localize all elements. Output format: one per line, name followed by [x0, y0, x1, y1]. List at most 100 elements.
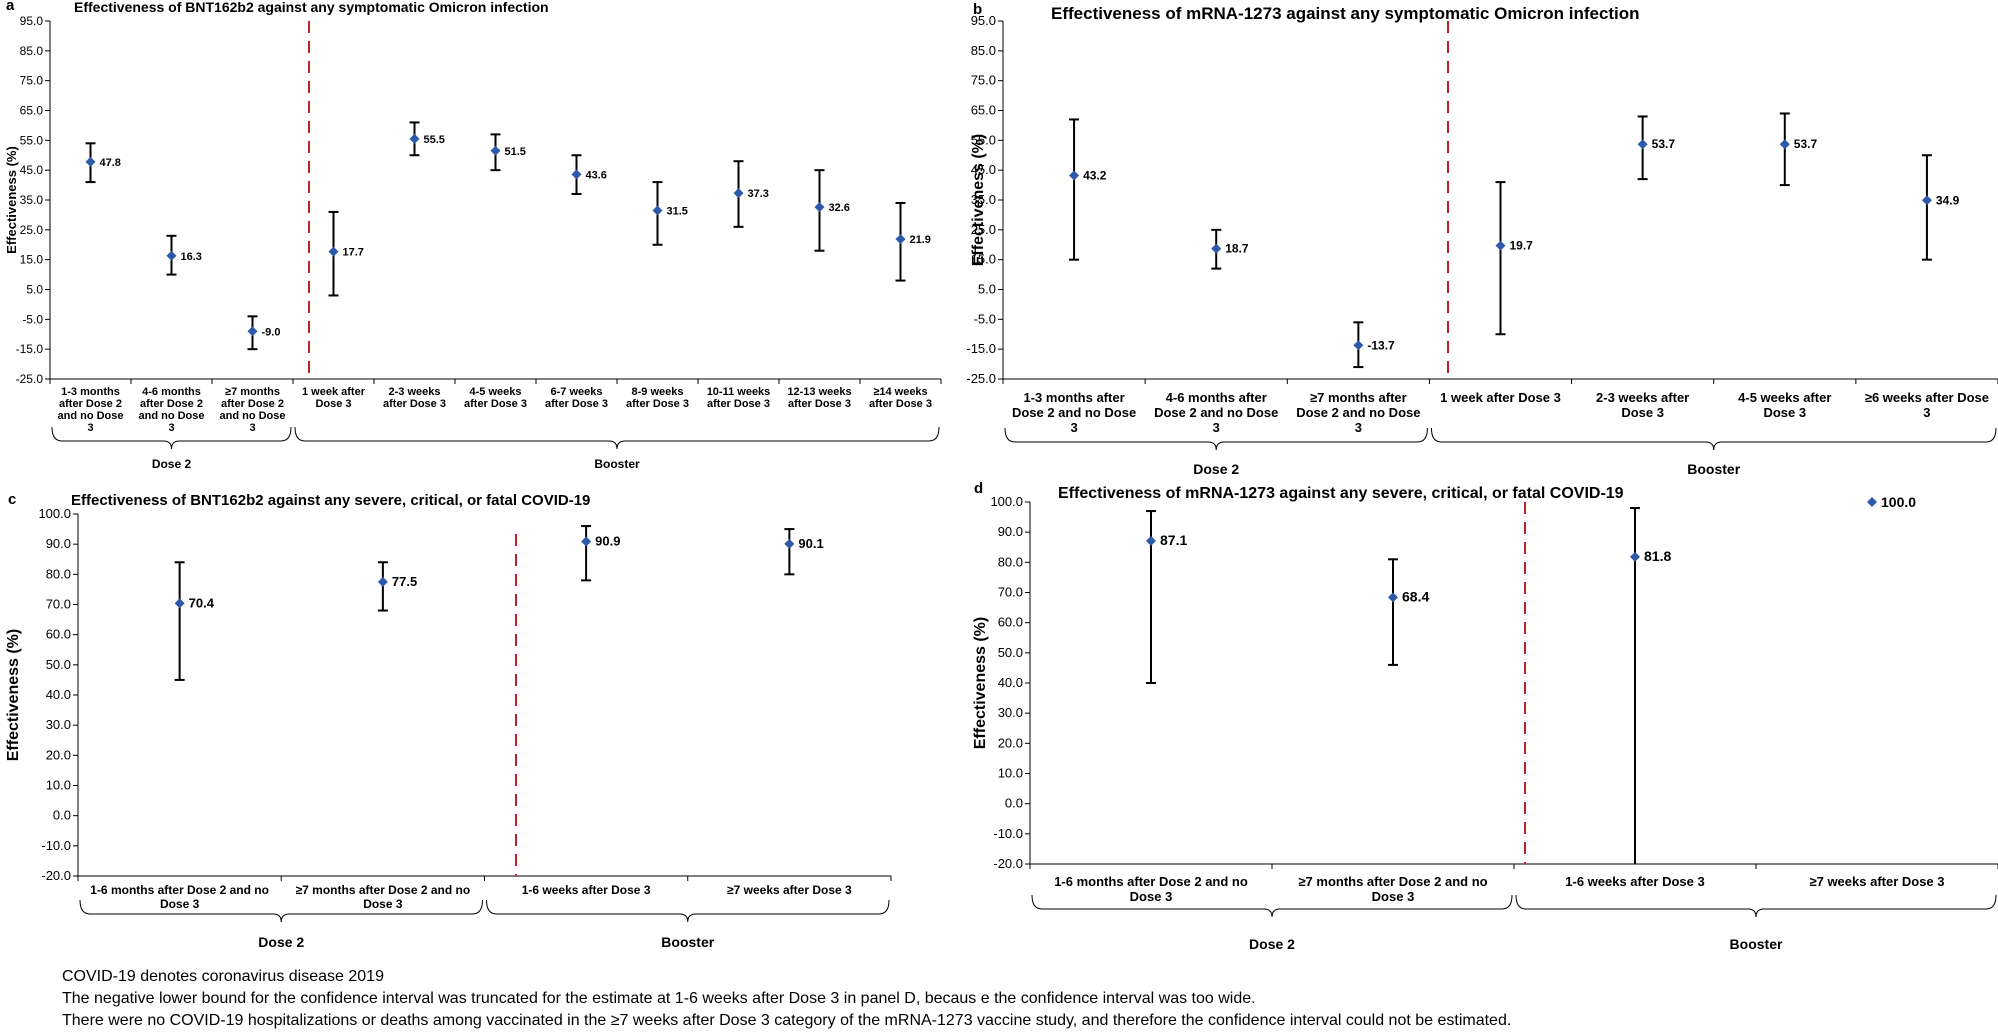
- chart-title: Effectiveness of BNT162b2 against any se…: [71, 492, 590, 509]
- x-category-label-line: 4-5 weeks: [470, 386, 522, 398]
- y-tick-label: 60.0: [46, 627, 71, 642]
- x-category-label: 1-6 weeks after Dose 3: [522, 883, 651, 897]
- x-category-label: 1-3 months after Dose 2 and no Dose 3: [1012, 390, 1136, 435]
- x-category-label-line: Dose 3: [363, 897, 403, 911]
- x-category-label: 4-6 months after Dose 2 and no Dose 3: [138, 386, 204, 434]
- x-category-label: ≥7 months after Dose 2 and no Dose 3: [1296, 390, 1420, 435]
- data-point: [581, 536, 592, 547]
- chart-title: Effectiveness of mRNA-1273 against any s…: [1058, 485, 1624, 502]
- y-tick-label: 95.0: [20, 14, 44, 28]
- x-category-label: ≥14 weeks after Dose 3: [869, 386, 932, 410]
- x-category-label: ≥7 months after Dose 2 and no Dose 3: [296, 883, 471, 911]
- group-brace: [79, 899, 483, 923]
- x-category-label: ≥7 months after Dose 2 and no Dose 3: [1298, 874, 1487, 904]
- y-tick-label: 95.0: [971, 13, 996, 28]
- x-category-label: 1-6 weeks after Dose 3: [1565, 874, 1704, 889]
- x-category-label-line: ≥7 weeks after Dose 3: [727, 883, 852, 897]
- panel-letter: b: [973, 1, 982, 18]
- data-point: [247, 326, 258, 337]
- x-category-label-line: Dose 3: [1763, 405, 1806, 420]
- x-category-label-line: Dose 2 and no Dose: [1296, 405, 1420, 420]
- y-tick-label: -25.0: [16, 372, 44, 386]
- y-tick-label: 40.0: [998, 675, 1023, 690]
- data-label: 17.7: [343, 247, 364, 259]
- x-category-label-line: 2-3 weeks: [389, 386, 441, 398]
- x-category-label-line: ≥7 months after Dose 2 and no: [1298, 874, 1487, 889]
- x-category-label-line: and no Dose: [219, 410, 285, 422]
- x-category-label-line: 3: [1213, 420, 1220, 435]
- data-label: 43.2: [1083, 169, 1107, 183]
- x-category-label-line: after Dose 3: [383, 398, 446, 410]
- data-point: [571, 169, 582, 180]
- y-tick-label: 85.0: [20, 44, 44, 58]
- x-category-label-line: 3: [1355, 420, 1362, 435]
- data-label: -13.7: [1367, 338, 1395, 352]
- group-label: Dose 2: [258, 934, 304, 950]
- chart-title: Effectiveness of mRNA-1273 against any s…: [1051, 4, 1640, 23]
- x-category-label: 6-7 weeks after Dose 3: [545, 386, 608, 410]
- data-point: [1630, 551, 1640, 562]
- x-category-label: 8-9 weeks after Dose 3: [626, 386, 689, 410]
- x-category-label: 12-13 weeks after Dose 3: [787, 386, 851, 410]
- x-category-label-line: 1-3 months after: [1024, 390, 1125, 405]
- group-brace: [1515, 894, 1997, 918]
- data-point: [85, 156, 96, 167]
- y-tick-label: 70.0: [998, 585, 1023, 600]
- x-category-label-line: 3: [168, 422, 174, 434]
- y-tick-label: -20.0: [993, 856, 1023, 871]
- x-category-label-line: Dose 2 and no Dose: [1012, 405, 1136, 420]
- y-tick-label: 75.0: [971, 73, 996, 88]
- chart-title: Effectiveness of BNT162b2 against any sy…: [74, 0, 549, 15]
- group-brace: [486, 899, 890, 923]
- x-category-label: 4-6 months after Dose 2 and no Dose 3: [1154, 390, 1278, 435]
- data-label: 90.9: [595, 533, 620, 548]
- y-tick-label: 15.0: [20, 253, 44, 267]
- y-axis-label: Effectiveness (%): [4, 146, 19, 254]
- group-label: Dose 2: [152, 457, 192, 471]
- x-category-label-line: ≥14 weeks: [873, 386, 927, 398]
- x-category-label-line: 1 week after: [302, 386, 366, 398]
- data-label: 100.0: [1881, 494, 1916, 510]
- data-label: 34.9: [1936, 193, 1960, 207]
- y-tick-label: 0.0: [1005, 796, 1023, 811]
- data-point: [895, 234, 906, 245]
- group-brace: [294, 426, 940, 450]
- x-category-label: ≥7 weeks after Dose 3: [1809, 874, 1944, 889]
- data-point: [1921, 195, 1932, 206]
- x-category-label-line: Dose 3: [1372, 889, 1415, 904]
- group-label: Dose 2: [1249, 936, 1295, 952]
- y-tick-label: 80.0: [998, 554, 1023, 569]
- x-category-label-line: after Dose 3: [707, 398, 770, 410]
- x-category-label: 10-11 weeks after Dose 3: [707, 386, 771, 410]
- x-category-label-line: after Dose 2: [59, 398, 122, 410]
- y-tick-label: 35.0: [20, 193, 44, 207]
- x-category-label-line: Dose 3: [1621, 405, 1664, 420]
- x-category-label: 4-5 weeks after Dose 3: [1738, 390, 1831, 420]
- group-brace: [1004, 427, 1428, 451]
- data-label: 19.7: [1510, 239, 1534, 253]
- data-label: 47.8: [100, 157, 121, 169]
- data-point: [377, 576, 388, 587]
- x-category-label-line: after Dose 3: [464, 398, 527, 410]
- y-tick-label: 100.0: [38, 506, 71, 521]
- data-label: 21.9: [910, 234, 931, 246]
- data-point: [1495, 240, 1506, 251]
- y-tick-label: 20.0: [998, 735, 1023, 750]
- x-category-label-line: after Dose 2: [140, 398, 203, 410]
- data-label: 87.1: [1160, 532, 1187, 548]
- panel-letter: d: [974, 480, 983, 497]
- x-category-label: ≥7 months after Dose 2 and no Dose 3: [219, 386, 285, 434]
- x-category-label-line: 1-6 weeks after Dose 3: [522, 883, 651, 897]
- data-label: 37.3: [748, 188, 769, 200]
- y-tick-label: 5.0: [978, 282, 996, 297]
- footnote-3: There were no COVID-19 hospitalizations …: [62, 1012, 1512, 1029]
- x-category-label-line: 4-5 weeks after: [1738, 390, 1831, 405]
- x-category-label-line: after Dose 3: [869, 398, 932, 410]
- y-tick-label: 75.0: [20, 74, 44, 88]
- y-tick-label: -10.0: [993, 826, 1023, 841]
- x-category-label: 2-3 weeks after Dose 3: [1596, 390, 1689, 420]
- footnote-1: COVID-19 denotes coronavirus disease 201…: [62, 968, 384, 985]
- panel-c: c Effectiveness of BNT162b2 against any s…: [5, 491, 892, 950]
- x-category-label-line: 2-3 weeks after: [1596, 390, 1689, 405]
- x-category-label-line: 8-9 weeks: [632, 386, 684, 398]
